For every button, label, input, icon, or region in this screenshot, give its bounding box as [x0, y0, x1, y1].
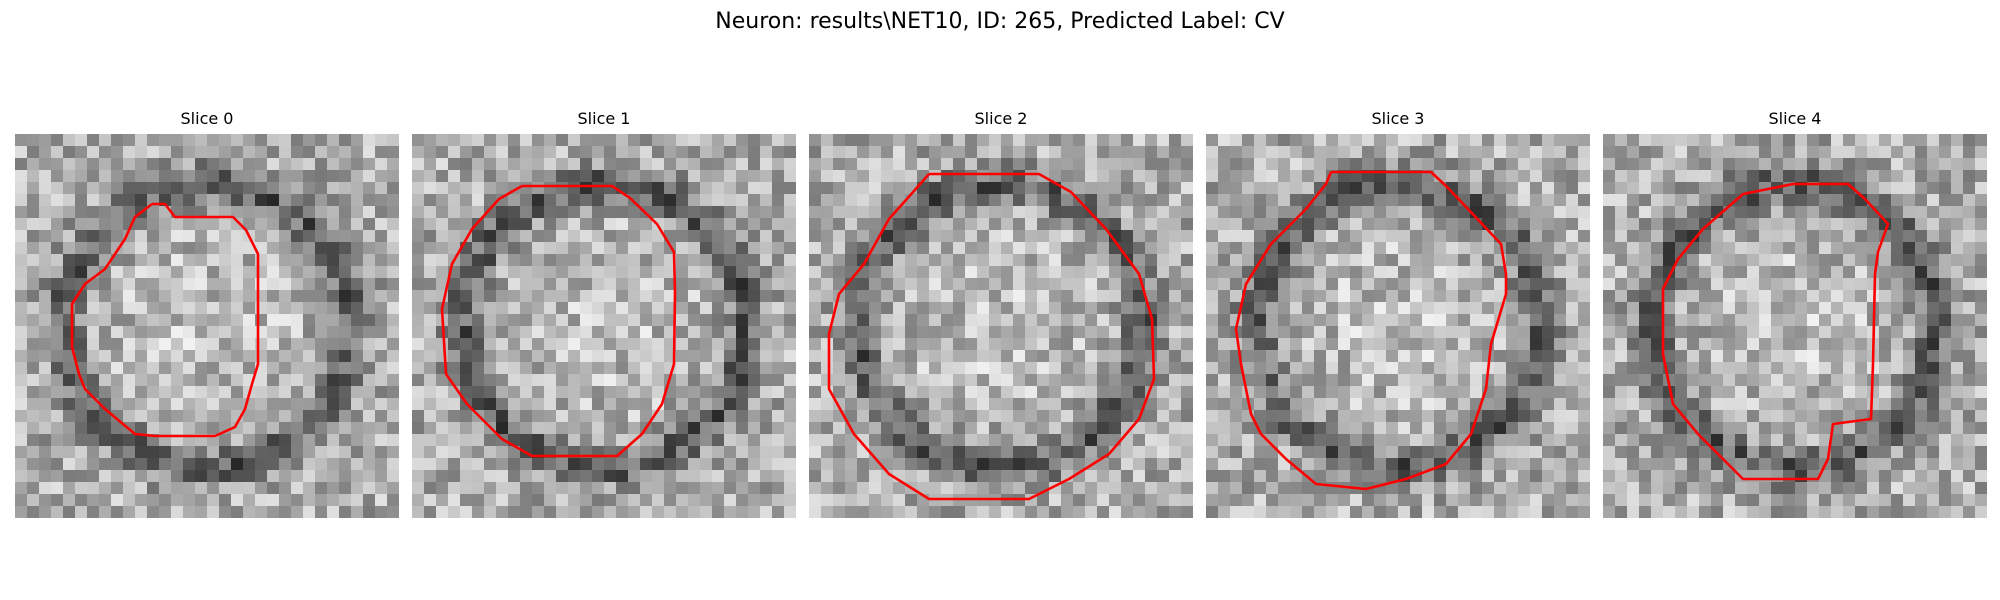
slice-title-3: Slice 3	[1371, 109, 1425, 128]
slice-panel-3: Slice 3	[1206, 108, 1590, 518]
segmentation-contour-0	[70, 202, 260, 438]
slice-panel-2: Slice 2	[809, 108, 1193, 518]
slice-panel-0: Slice 0	[15, 108, 399, 518]
slice-title-1: Slice 1	[577, 109, 631, 128]
segmentation-contour-3	[1234, 170, 1508, 491]
segmentation-contour-1	[440, 184, 677, 458]
slice-image-0	[15, 134, 399, 518]
figure-title: Neuron: results\NET10, ID: 265, Predicte…	[715, 9, 1285, 34]
slice-title-0: Slice 0	[180, 109, 234, 128]
segmentation-contour-4	[1661, 182, 1890, 481]
slice-image-1	[412, 134, 796, 518]
slice-image-4	[1603, 134, 1987, 518]
slice-title-2: Slice 2	[974, 109, 1028, 128]
slice-image-2	[809, 134, 1193, 518]
slice-image-3	[1206, 134, 1590, 518]
segmentation-contour-2	[827, 172, 1156, 501]
slice-title-4: Slice 4	[1768, 109, 1822, 128]
slice-panel-4: Slice 4	[1603, 108, 1987, 518]
slice-panel-1: Slice 1	[412, 108, 796, 518]
